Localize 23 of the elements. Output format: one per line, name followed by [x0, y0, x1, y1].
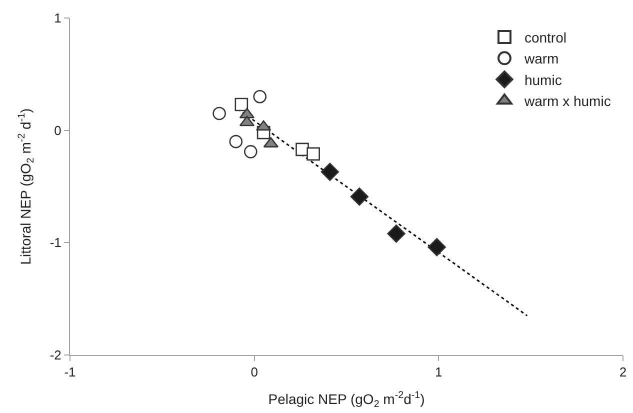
point: [212, 106, 226, 120]
point: [253, 90, 267, 104]
legend-label: control: [524, 29, 566, 46]
x-tick-label: 0: [250, 364, 258, 380]
point: [350, 188, 368, 206]
point: [244, 145, 258, 158]
y-tick-label: 1: [54, 10, 62, 26]
y-tick-label: -2: [50, 348, 62, 363]
legend-label: warm x humic: [523, 93, 611, 110]
x-tick-label: 1: [435, 364, 442, 380]
point: [306, 147, 320, 161]
x-tick-label: -1: [64, 364, 76, 380]
x-axis-title: Pelagic NEP (gO$_{2}$ m$^{-2}$d$^{-1}$): [268, 390, 425, 410]
x-tick-label: 2: [619, 364, 627, 380]
point: [229, 134, 243, 148]
y-tick-label: 0: [54, 122, 62, 138]
point: [428, 238, 446, 256]
legend-label: warm: [523, 50, 559, 67]
y-tick-label: -1: [50, 235, 62, 250]
legend-label: humic: [524, 72, 562, 88]
point: [387, 224, 406, 243]
point: [234, 98, 248, 112]
point: [320, 162, 340, 181]
